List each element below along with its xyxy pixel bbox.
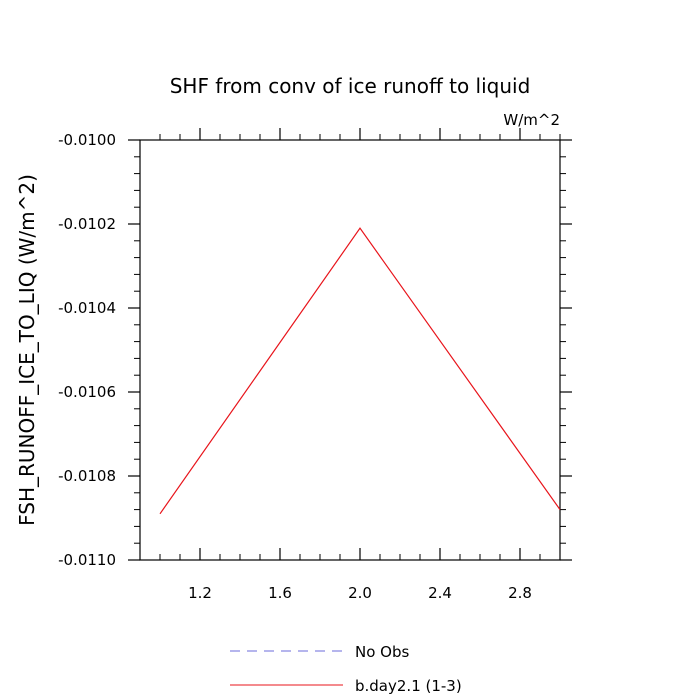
axis-tick-labels: 1.2 1.6 2.0 2.4 2.8 -0.0100 -0.0102 -0.0104 -0.0… [58, 131, 532, 602]
y-axis-label: FSH_RUNOFF_ICE_TO_LIQ (W/m^2) [15, 174, 39, 526]
x-tick-label: 2.0 [348, 584, 372, 602]
legend-label: b.day2.1 (1-3) [355, 677, 462, 695]
x-tick-label: 1.2 [188, 584, 212, 602]
legend-label: No Obs [355, 643, 409, 661]
x-tick-label: 1.6 [268, 584, 292, 602]
plot-frame [139, 139, 561, 561]
y-tick-label: -0.0110 [58, 551, 116, 569]
series-layer [159, 227, 561, 515]
y-tick-label: -0.0100 [58, 131, 116, 149]
legend: No Obs b.day2.1 (1-3) [230, 643, 462, 695]
y-tick-label: -0.0104 [58, 299, 116, 317]
y-tick-label: -0.0106 [58, 383, 116, 401]
y-tick-label: -0.0108 [58, 467, 116, 485]
axis-ticks [128, 128, 572, 561]
units-label: W/m^2 [503, 111, 560, 129]
x-tick-label: 2.8 [508, 584, 532, 602]
x-tick-label: 2.4 [428, 584, 452, 602]
y-tick-label: -0.0102 [58, 215, 116, 233]
series-line [159, 227, 561, 515]
chart-title: SHF from conv of ice runoff to liquid [170, 74, 531, 98]
